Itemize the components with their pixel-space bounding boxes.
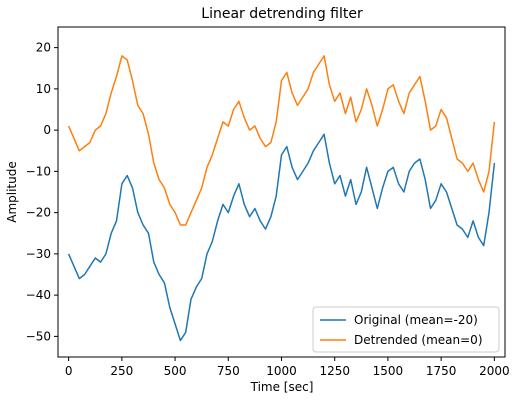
- x-tick-label: 1750: [426, 364, 457, 378]
- series-line-detrended: [67, 55, 496, 226]
- x-tick-label: 500: [164, 364, 187, 378]
- legend: Original (mean=-20) Detrended (mean=0): [312, 306, 500, 353]
- series-line-original: [67, 133, 496, 342]
- y-axis: −50 −40 −30 −20 −10 0 10 20: [26, 41, 58, 343]
- legend-box: [312, 306, 500, 353]
- legend-label-original: Original (mean=-20): [354, 313, 478, 327]
- y-axis-label: Amplitude: [5, 161, 19, 223]
- x-tick-label: 2000: [479, 364, 510, 378]
- x-tick-label: 0: [65, 364, 73, 378]
- y-tick-label: 20: [36, 41, 51, 55]
- x-tick-label: 250: [110, 364, 133, 378]
- y-tick-label: −10: [26, 164, 51, 178]
- y-tick-label: −30: [26, 247, 51, 261]
- x-tick-label: 1000: [266, 364, 297, 378]
- series-layer: [67, 55, 496, 342]
- y-tick-label: −20: [26, 206, 51, 220]
- x-axis: 0 250 500 750 1000 1250 1500 1750 2000: [65, 357, 510, 378]
- y-tick-label: 0: [43, 123, 51, 137]
- y-tick-label: −50: [26, 329, 51, 343]
- x-axis-label: Time [sec]: [250, 380, 314, 394]
- chart-title: Linear detrending filter: [201, 6, 363, 22]
- legend-label-detrended: Detrended (mean=0): [354, 333, 483, 347]
- y-tick-label: 10: [36, 82, 51, 96]
- x-tick-label: 750: [217, 364, 240, 378]
- x-tick-label: 1250: [319, 364, 350, 378]
- y-tick-label: −40: [26, 288, 51, 302]
- x-tick-label: 1500: [373, 364, 404, 378]
